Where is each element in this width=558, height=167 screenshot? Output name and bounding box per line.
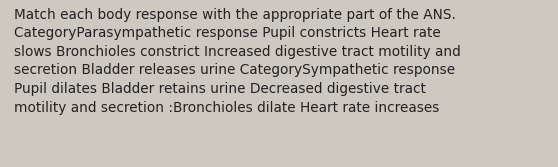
Text: Match each body response with the appropriate part of the ANS.
CategoryParasympa: Match each body response with the approp… (14, 8, 461, 115)
